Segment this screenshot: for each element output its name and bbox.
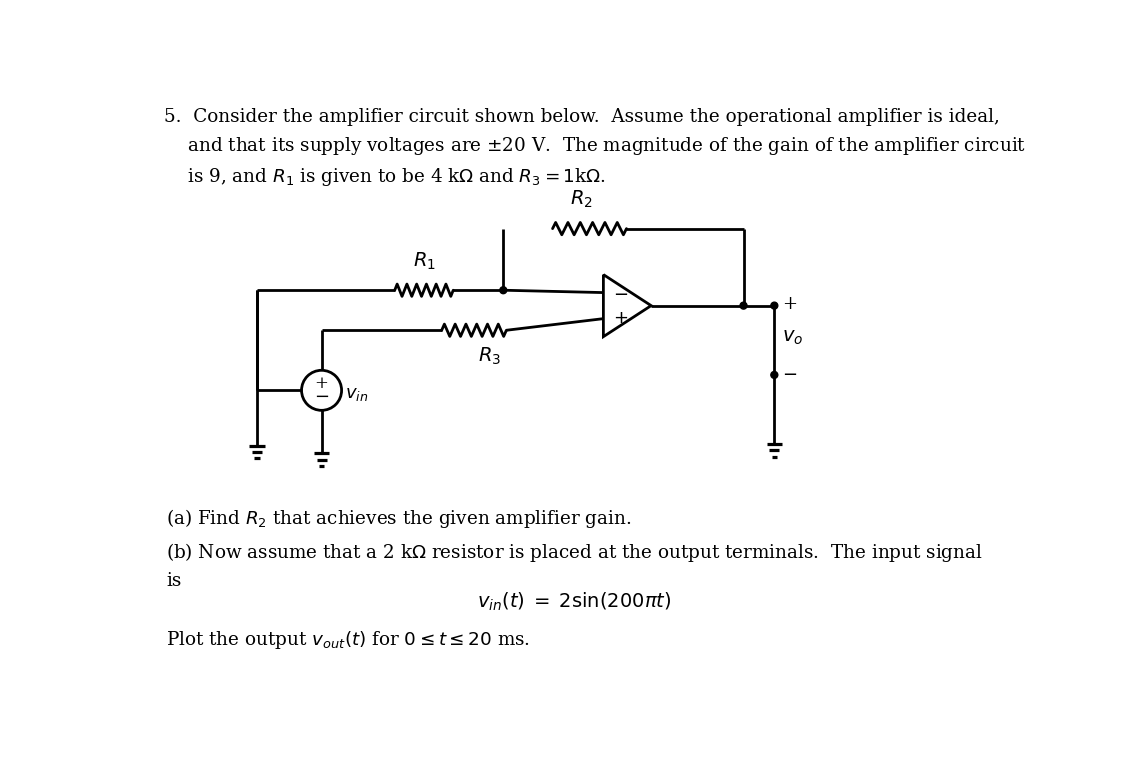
Circle shape	[740, 302, 747, 309]
Text: $R_3$: $R_3$	[478, 346, 501, 367]
Text: −: −	[314, 388, 330, 406]
Text: $R_1$: $R_1$	[413, 250, 435, 272]
Text: +: +	[315, 375, 328, 392]
Text: $v_o$: $v_o$	[782, 329, 804, 347]
Text: $-$: $-$	[782, 365, 797, 382]
Text: +: +	[782, 295, 797, 313]
Text: Plot the output $v_{out}(t)$ for $0 \leq t \leq 20$ ms.: Plot the output $v_{out}(t)$ for $0 \leq…	[166, 629, 530, 651]
Text: $-$: $-$	[613, 285, 629, 302]
Text: 5.  Consider the amplifier circuit shown below.  Assume the operational amplifie: 5. Consider the amplifier circuit shown …	[165, 108, 1027, 188]
Circle shape	[500, 287, 507, 294]
Text: $v_{in}(t)\; =\; 2\sin(200\pi t)$: $v_{in}(t)\; =\; 2\sin(200\pi t)$	[476, 591, 671, 613]
Circle shape	[771, 302, 778, 309]
Text: (a) Find $R_2$ that achieves the given amplifier gain.: (a) Find $R_2$ that achieves the given a…	[166, 507, 631, 530]
Text: $v_{in}$: $v_{in}$	[344, 385, 368, 403]
Circle shape	[771, 372, 778, 378]
Text: (b) Now assume that a 2 k$\Omega$ resistor is placed at the output terminals.  T: (b) Now assume that a 2 k$\Omega$ resist…	[166, 541, 983, 590]
Text: $+$: $+$	[613, 309, 629, 327]
Text: $R_2$: $R_2$	[571, 188, 593, 210]
